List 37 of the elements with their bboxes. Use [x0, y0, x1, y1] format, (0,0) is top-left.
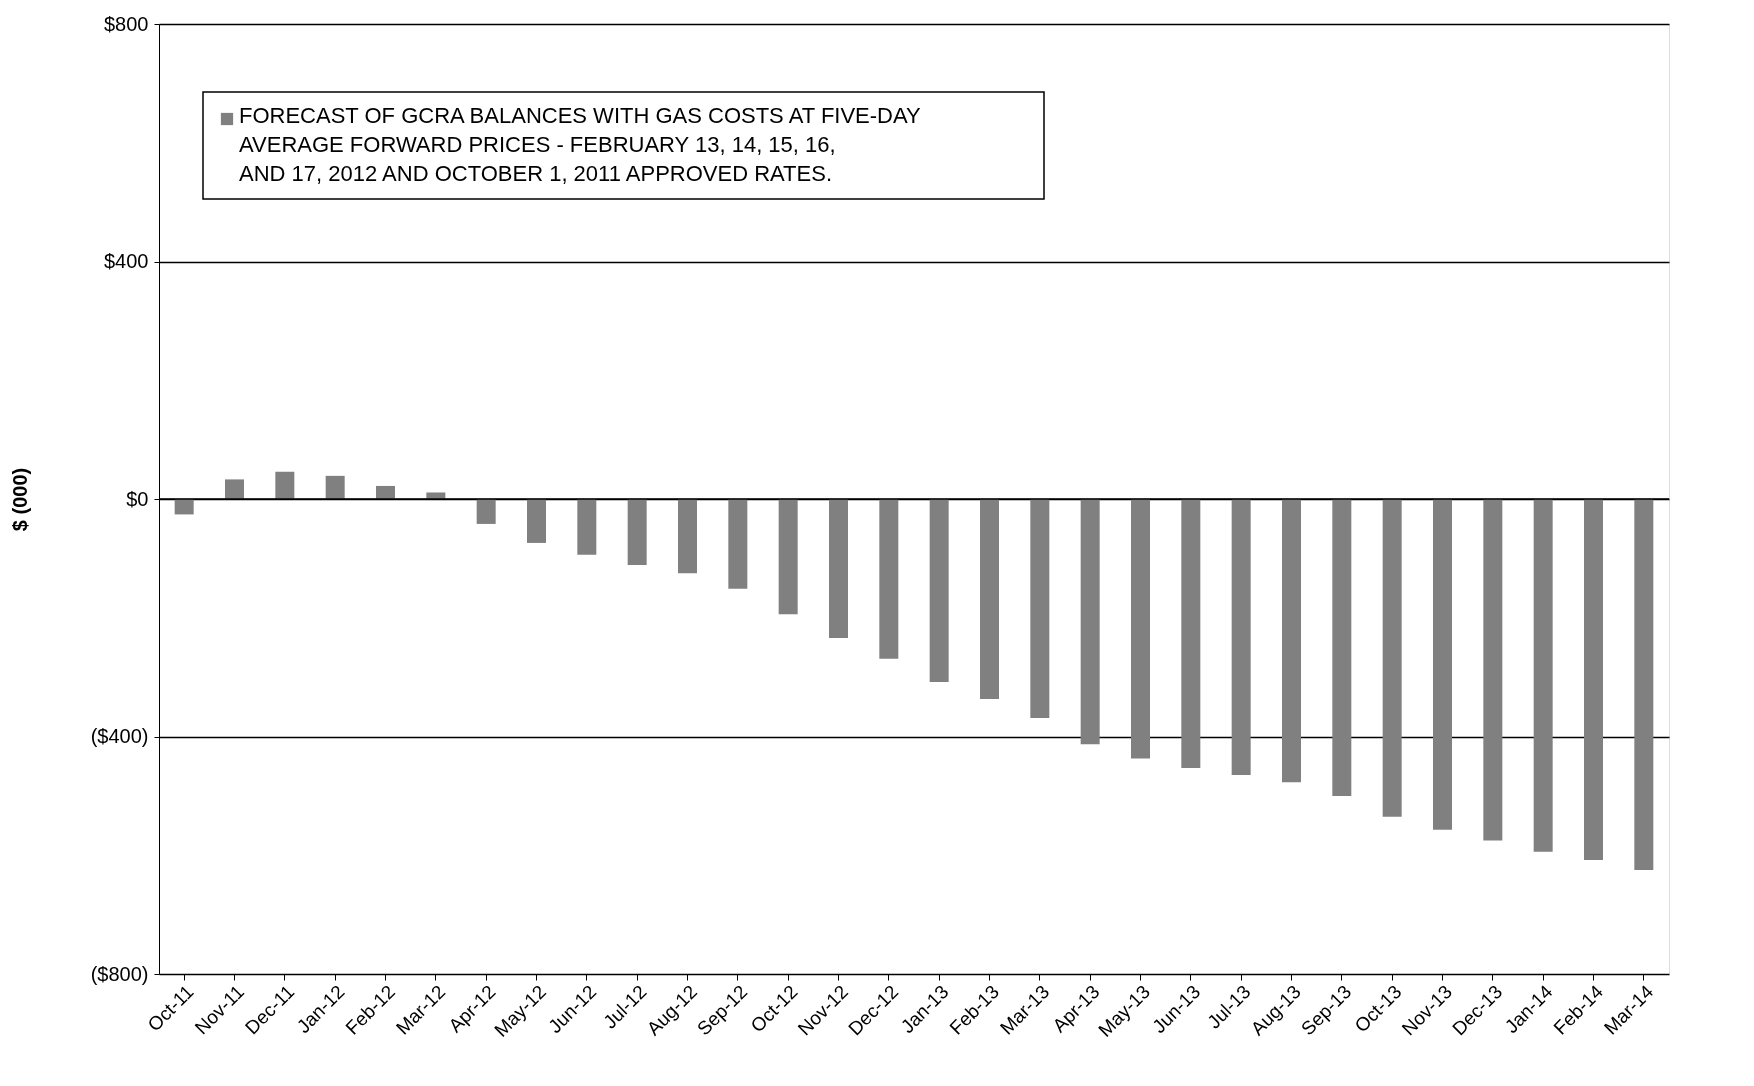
bar: [174, 499, 194, 515]
bar: [929, 499, 949, 682]
bar: [728, 499, 748, 589]
bar: [1483, 499, 1503, 841]
bar: [1282, 499, 1301, 783]
bar: [980, 499, 999, 700]
bar: [376, 485, 395, 499]
bar: [225, 479, 244, 499]
bar: [678, 499, 697, 574]
legend-label: FORECAST OF GCRA BALANCES WITH GAS COSTS AT FIVE-DAY AVERAGE FORWARD PRICES - FEBRUARY 13, 14, 15, 16, AND 17, 2012 AND OCTOBER 1, 2011 APPROVED RATES.: [239, 103, 922, 186]
y-tick-label: ($400): [90, 725, 149, 747]
bar: [1332, 499, 1352, 796]
bar: [527, 499, 546, 543]
bar: [1382, 499, 1402, 817]
bar: [325, 475, 345, 499]
y-tick-label: ($800): [90, 962, 149, 985]
y-tick-label: $800: [104, 12, 149, 35]
bar: [1433, 499, 1452, 830]
bar: [1634, 499, 1654, 871]
bar: [1584, 499, 1603, 860]
bar: [1030, 499, 1050, 719]
bar: [879, 499, 899, 659]
y-tick-label: $0: [126, 487, 149, 510]
bar: [426, 492, 446, 499]
bar: [275, 471, 295, 499]
y-tick-label: $400: [104, 250, 149, 272]
bar: [476, 499, 496, 524]
bar: [577, 499, 597, 555]
bar: [1231, 499, 1251, 776]
bar: [1533, 499, 1553, 852]
bar: [1181, 499, 1201, 768]
bar: [1131, 499, 1150, 759]
bar: [1080, 499, 1100, 745]
bar: [778, 499, 798, 615]
bar: [829, 499, 848, 638]
bar: [627, 499, 647, 565]
y-axis-title: $ (000): [8, 467, 31, 532]
